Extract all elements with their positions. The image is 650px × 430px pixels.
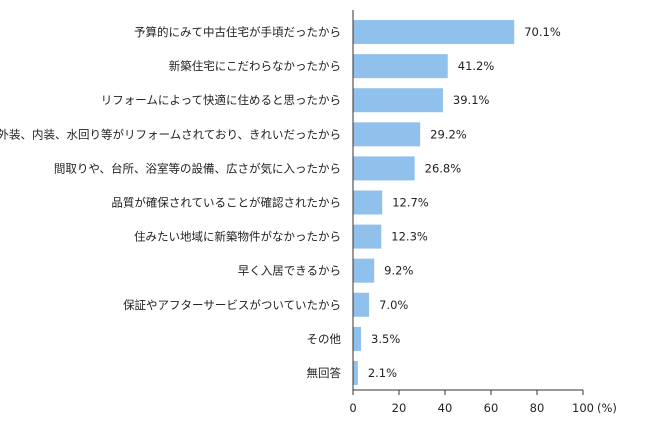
bar xyxy=(353,258,375,283)
x-tick-label: 40 xyxy=(438,401,453,415)
value-labels: 70.1% 41.2% 39.1% 29.2% 26.8% 12.7% 12.3% 9.2% 7… xyxy=(368,25,561,380)
category-label: その他 xyxy=(307,332,342,346)
x-tick-label: 60 xyxy=(484,401,499,415)
bar xyxy=(353,190,383,215)
data-label: 39.1% xyxy=(453,93,490,107)
data-label: 41.2% xyxy=(458,59,495,73)
x-axis-ticks: 0 20 40 60 80 100 xyxy=(349,390,594,415)
bar xyxy=(353,54,448,79)
x-tick-label: 0 xyxy=(349,401,356,415)
bars-group xyxy=(353,20,515,385)
category-label: 外装、内装、水回り等がリフォームされており、きれいだったから xyxy=(0,127,341,141)
data-label: 9.2% xyxy=(384,264,413,278)
data-label: 2.1% xyxy=(368,366,397,380)
data-label: 70.1% xyxy=(524,25,561,39)
category-labels: 予算的にみて中古住宅が手頃だったから新築住宅にこだわらなかったからリフォームによ… xyxy=(0,25,341,380)
x-tick-label: 100 xyxy=(572,401,594,415)
bar xyxy=(353,88,443,113)
bar xyxy=(353,326,362,351)
category-label: 保証やアフターサービスがついていたから xyxy=(123,298,341,312)
bar xyxy=(353,122,421,147)
category-label: 品質が確保されていることが確認されたから xyxy=(111,196,341,210)
bar xyxy=(353,156,415,181)
data-label: 3.5% xyxy=(371,332,400,346)
category-label: 予算的にみて中古住宅が手頃だったから xyxy=(134,25,341,39)
data-label: 12.3% xyxy=(391,230,428,244)
category-label: 早く入居できるから xyxy=(238,264,341,278)
bar xyxy=(353,20,515,45)
bar xyxy=(353,224,382,249)
x-tick-label: 20 xyxy=(392,401,407,415)
category-label: 住みたい地域に新築物件がなかったから xyxy=(134,230,341,244)
data-label: 7.0% xyxy=(379,298,408,312)
category-label: 新築住宅にこだわらなかったから xyxy=(169,59,341,73)
data-label: 12.7% xyxy=(392,196,429,210)
category-label: 無回答 xyxy=(307,366,342,380)
data-label: 29.2% xyxy=(430,127,467,141)
category-label: リフォームによって快適に住めると思ったから xyxy=(101,93,341,107)
bar xyxy=(353,360,358,385)
category-label: 間取りや、台所、浴室等の設備、広さが気に入ったから xyxy=(54,161,341,175)
x-tick-label: 80 xyxy=(530,401,545,415)
x-axis-unit-label: (%) xyxy=(597,401,617,415)
data-label: 26.8% xyxy=(425,161,462,175)
bar xyxy=(353,292,370,317)
